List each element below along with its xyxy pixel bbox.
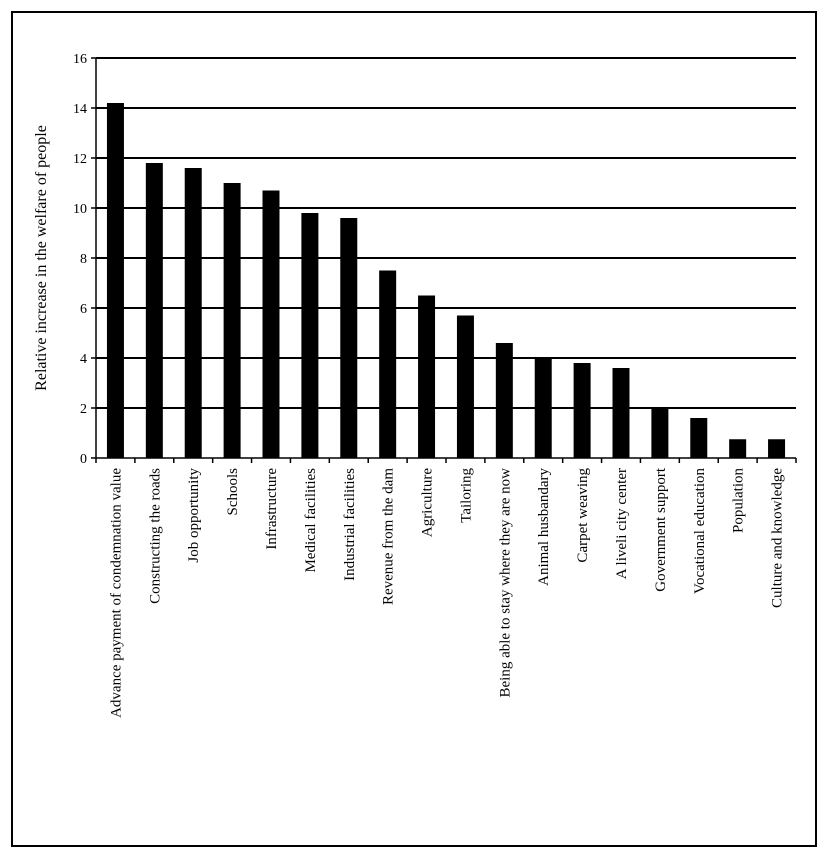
x-tick-label: Vocational education [692,468,708,594]
x-tick-label: Animal husbandary [536,468,552,586]
axes [91,57,797,463]
y-tick-label: 10 [73,202,87,217]
y-tick-label: 14 [73,102,87,117]
x-tick-label: Being able to stay where they are now [497,468,513,698]
bar [612,368,630,458]
x-tick-labels: Advance payment of condemnation value Con… [108,467,785,718]
y-tick-label: 12 [73,152,87,167]
x-tick-label: Medical facilities [303,468,319,573]
x-tick-label: Job opportunity [186,468,202,563]
x-tick-label: Schools [225,468,241,516]
bar [573,363,591,458]
x-tick-label: Constructing the roads [147,468,163,604]
bars [106,103,786,458]
y-tick-label: 2 [80,402,87,417]
x-tick-label: Government support [653,467,669,592]
bar [534,358,552,458]
bar [495,343,513,458]
bar [456,315,474,458]
bar [106,103,124,458]
y-tick-labels: 0 2 4 6 8 10 12 14 16 [73,52,87,467]
x-tick-label: A liveli city center [614,468,630,579]
bar [729,439,747,458]
y-tick-label: 8 [80,252,87,267]
y-tick-label: 0 [80,452,87,467]
y-tick-label: 6 [80,302,87,317]
gridlines [96,57,796,409]
bar [768,439,786,458]
y-tick-label: 4 [80,352,87,367]
x-tick-label: Tailoring [458,468,474,523]
x-tick-label: Industrial facilities [342,468,358,581]
x-tick-label: Population [731,468,747,534]
x-tick-label: Revenue from the dam [381,468,397,605]
bar [690,418,708,458]
x-tick-label: Culture and knowledge [770,468,786,608]
x-tick-label: Agriculture [420,468,436,537]
bar [145,163,163,458]
chart-frame [11,11,817,847]
bar [184,168,202,458]
bar [418,295,436,458]
x-tick-label: Infrastructure [264,468,280,550]
bar [223,183,241,458]
x-tick-label: Advance payment of condemnation value [108,468,124,718]
bar [262,190,280,458]
bar [340,218,358,458]
y-axis-label: Relative increase in the welfare of peop… [33,125,50,391]
y-tick-label: 16 [73,52,87,67]
x-tick-label: Carpet weaving [575,468,591,563]
bar [379,270,397,458]
bar [651,408,669,458]
bar [301,213,319,458]
